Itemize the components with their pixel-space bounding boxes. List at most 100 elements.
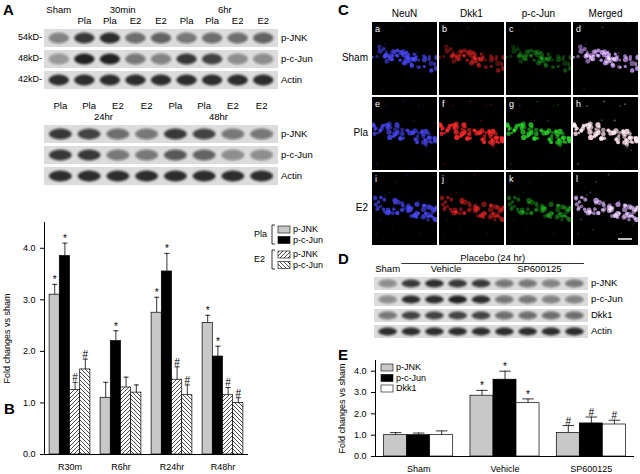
- svg-text:C: C: [338, 1, 349, 18]
- svg-text:p-JNK: p-JNK: [591, 277, 618, 288]
- svg-text:*: *: [480, 380, 484, 391]
- svg-text:Sham: Sham: [46, 4, 71, 15]
- svg-text:*: *: [165, 243, 169, 254]
- svg-text:D: D: [338, 250, 349, 267]
- svg-text:*: *: [503, 361, 507, 372]
- svg-text:SP600125: SP600125: [570, 464, 612, 474]
- svg-text:Vehicle: Vehicle: [431, 263, 462, 274]
- svg-text:4.0: 4.0: [23, 243, 36, 253]
- svg-text:*: *: [63, 233, 67, 244]
- svg-text:Pla: Pla: [54, 100, 68, 111]
- svg-text:#: #: [225, 377, 231, 388]
- svg-text:Merged: Merged: [589, 8, 623, 19]
- svg-text:Pla: Pla: [254, 229, 267, 239]
- svg-text:Sham: Sham: [375, 263, 400, 274]
- svg-text:#: #: [185, 375, 191, 386]
- svg-text:Pla: Pla: [103, 15, 117, 26]
- svg-text:#: #: [72, 372, 78, 383]
- svg-text:p-JNK: p-JNK: [281, 128, 308, 139]
- svg-text:Dkk1: Dkk1: [591, 309, 613, 320]
- svg-text:p-JNK: p-JNK: [281, 32, 308, 43]
- svg-text:#: #: [589, 407, 595, 418]
- svg-text:Sham: Sham: [407, 464, 431, 474]
- svg-text:1.0: 1.0: [23, 398, 36, 408]
- svg-text:R6hr: R6hr: [111, 462, 131, 472]
- svg-text:l: l: [576, 174, 578, 184]
- svg-text:R30m: R30m: [58, 462, 82, 472]
- svg-text:#: #: [83, 349, 89, 360]
- svg-text:E2: E2: [356, 202, 369, 213]
- svg-text:#: #: [236, 388, 242, 399]
- svg-text:E2: E2: [232, 15, 244, 26]
- svg-text:A: A: [3, 1, 14, 18]
- svg-text:p-c-Jun: p-c-Jun: [522, 8, 555, 19]
- svg-text:Pla: Pla: [197, 100, 211, 111]
- svg-text:E2: E2: [130, 15, 142, 26]
- svg-text:Dkk1: Dkk1: [396, 383, 417, 393]
- svg-text:0.0: 0.0: [354, 451, 367, 461]
- svg-text:p-c-Jun: p-c-Jun: [281, 53, 313, 64]
- svg-text:42kD-: 42kD-: [18, 74, 42, 84]
- svg-text:30min: 30min: [110, 4, 136, 15]
- svg-text:#: #: [612, 410, 618, 421]
- svg-text:f: f: [442, 99, 445, 109]
- svg-text:*: *: [526, 389, 530, 400]
- svg-text:Actin: Actin: [591, 325, 612, 336]
- svg-text:Vehicle: Vehicle: [490, 464, 519, 474]
- svg-text:e: e: [375, 99, 380, 109]
- svg-text:48hr: 48hr: [209, 111, 228, 122]
- svg-text:Placebo (24 hr): Placebo (24 hr): [460, 252, 525, 263]
- svg-text:*: *: [114, 321, 118, 332]
- svg-text:p-c-Jun: p-c-Jun: [293, 260, 323, 270]
- svg-text:*: *: [155, 287, 159, 298]
- svg-text:p-JNK: p-JNK: [293, 249, 318, 259]
- svg-text:Pla: Pla: [180, 15, 194, 26]
- svg-text:4.0: 4.0: [354, 366, 367, 376]
- svg-text:Pla: Pla: [354, 127, 369, 138]
- svg-text:p-c-Jun: p-c-Jun: [293, 235, 323, 245]
- svg-text:SP600125: SP600125: [517, 263, 561, 274]
- svg-text:c: c: [509, 24, 514, 34]
- svg-text:E2: E2: [227, 100, 239, 111]
- svg-text:6hr: 6hr: [218, 4, 232, 15]
- svg-text:p-JNK: p-JNK: [293, 224, 318, 234]
- svg-text:#: #: [566, 416, 572, 427]
- svg-text:E2: E2: [155, 15, 167, 26]
- svg-text:Pla: Pla: [205, 15, 219, 26]
- svg-text:p-JNK: p-JNK: [396, 362, 421, 372]
- svg-text:E2: E2: [141, 100, 153, 111]
- svg-text:E2: E2: [112, 100, 124, 111]
- svg-text:Actin: Actin: [281, 170, 302, 181]
- svg-text:Actin: Actin: [281, 74, 302, 85]
- svg-text:Sham: Sham: [342, 52, 368, 63]
- svg-text:p-c-Jun: p-c-Jun: [281, 149, 313, 160]
- svg-text:*: *: [53, 274, 57, 285]
- svg-text:E2: E2: [254, 254, 265, 264]
- svg-text:a: a: [375, 24, 380, 34]
- svg-text:Dkk1: Dkk1: [460, 8, 483, 19]
- svg-text:#: #: [174, 357, 180, 368]
- svg-text:g: g: [509, 99, 514, 109]
- svg-text:24hr: 24hr: [94, 111, 113, 122]
- svg-text:Fold changes vs sham: Fold changes vs sham: [2, 293, 12, 383]
- svg-text:1.0: 1.0: [354, 430, 367, 440]
- svg-text:R24hr: R24hr: [160, 462, 185, 472]
- svg-text:R48hr: R48hr: [211, 462, 236, 472]
- svg-text:E2: E2: [256, 100, 268, 111]
- svg-text:b: b: [442, 24, 447, 34]
- svg-text:i: i: [375, 174, 377, 184]
- svg-text:h: h: [576, 99, 581, 109]
- svg-text:3.0: 3.0: [23, 295, 36, 305]
- svg-text:48kD-: 48kD-: [18, 53, 42, 63]
- svg-text:E2: E2: [257, 15, 269, 26]
- svg-text:2.0: 2.0: [23, 346, 36, 356]
- svg-text:54kD-: 54kD-: [18, 32, 42, 42]
- svg-text:Fold changes vs sham: Fold changes vs sham: [337, 363, 347, 453]
- svg-text:j: j: [441, 174, 444, 184]
- svg-text:*: *: [216, 336, 220, 347]
- svg-text:0.0: 0.0: [23, 449, 36, 459]
- svg-text:Pla: Pla: [169, 100, 183, 111]
- svg-text:p-c-Jun: p-c-Jun: [591, 293, 623, 304]
- svg-text:d: d: [576, 24, 581, 34]
- svg-text:*: *: [206, 305, 210, 316]
